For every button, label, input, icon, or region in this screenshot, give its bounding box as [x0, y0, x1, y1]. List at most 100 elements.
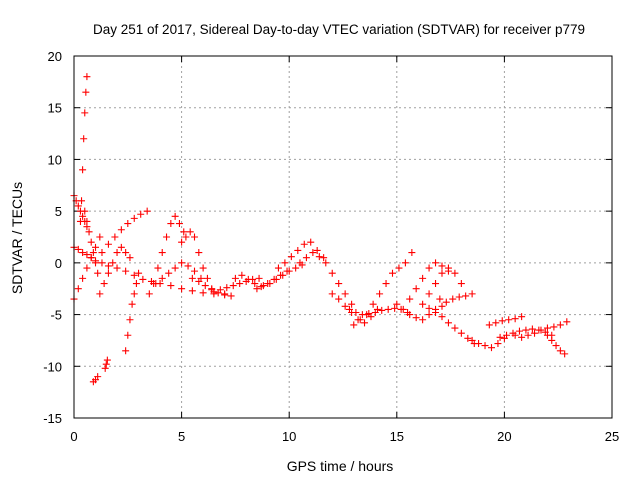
data-point [104, 240, 112, 248]
data-point [556, 321, 564, 329]
x-tick-labels: 0 5 10 15 20 25 [70, 429, 619, 444]
series-arc-31 [511, 318, 571, 341]
data-point [188, 274, 196, 282]
data-point [126, 316, 134, 324]
x-tick-label: 0 [70, 429, 77, 444]
data-point [371, 309, 379, 317]
data-point [425, 304, 433, 312]
data-point [259, 282, 267, 290]
data-point [154, 264, 162, 272]
series-arc-14 [188, 274, 235, 300]
data-point [356, 316, 364, 324]
data-point [444, 319, 452, 327]
series-arc-23 [393, 300, 446, 324]
data-point [438, 262, 446, 270]
series-arc-8 [96, 243, 134, 298]
data-point [87, 238, 95, 246]
data-point [408, 249, 416, 257]
data-point [455, 293, 463, 301]
data-point [425, 311, 433, 319]
data-point [492, 319, 500, 327]
data-point [548, 336, 556, 344]
data-point [515, 327, 523, 335]
data-point [171, 264, 179, 272]
series-arc-25 [425, 264, 465, 298]
data-point [81, 109, 89, 117]
data-point [556, 347, 564, 355]
data-point [449, 295, 457, 303]
data-point [199, 289, 207, 297]
data-point [210, 288, 218, 296]
series-arc-11 [145, 212, 188, 298]
data-point [406, 311, 414, 319]
data-point [376, 290, 384, 298]
data-point [550, 323, 558, 331]
x-tick-label: 20 [497, 429, 511, 444]
y-tick-labels: -15 -10 -5 0 5 10 15 20 [43, 49, 62, 426]
data-point [79, 274, 87, 282]
x-tick-label: 15 [390, 429, 404, 444]
data-point [335, 295, 343, 303]
data-point [328, 269, 336, 277]
data-point [122, 347, 130, 355]
data-point [223, 284, 231, 292]
data-point [255, 274, 263, 282]
data-point [511, 331, 519, 339]
data-point [80, 135, 88, 143]
data-point [496, 333, 504, 341]
data-point [82, 88, 90, 96]
data-point [341, 290, 349, 298]
data-point [279, 271, 287, 279]
data-point [503, 331, 511, 339]
series-arc-12 [178, 228, 216, 293]
data-point [363, 311, 371, 319]
series-arc-32 [543, 331, 569, 358]
data-point [216, 286, 224, 294]
data-point [341, 302, 349, 310]
y-tick-label: 0 [55, 256, 62, 271]
data-point [285, 267, 293, 275]
data-point [102, 360, 110, 368]
data-point [132, 280, 140, 288]
data-point [191, 267, 199, 275]
data-point [89, 249, 97, 257]
data-point [399, 305, 407, 313]
data-point [462, 292, 470, 300]
series-arc-29 [485, 313, 526, 329]
series-arc-9 [98, 207, 151, 257]
data-point [158, 249, 166, 257]
x-tick-label: 25 [605, 429, 619, 444]
data-point [79, 212, 87, 220]
data-point [74, 285, 82, 293]
y-tick-label: 5 [55, 204, 62, 219]
data-point [468, 290, 476, 298]
series-arc-10 [122, 269, 143, 355]
data-point [244, 275, 252, 283]
series-arc-3 [76, 73, 91, 225]
y-tick-label: -10 [43, 359, 62, 374]
data-point [300, 240, 308, 248]
data-point [143, 207, 151, 215]
data-point [281, 259, 289, 267]
data-point [122, 267, 130, 275]
data-point [92, 259, 100, 267]
data-point [117, 226, 125, 234]
data-point [236, 280, 244, 288]
data-point [145, 290, 153, 298]
data-point [124, 220, 132, 228]
data-point [419, 316, 427, 324]
data-point [419, 274, 427, 282]
data-point [113, 264, 121, 272]
data-point [79, 249, 87, 257]
data-point [137, 210, 145, 218]
data-point [178, 238, 186, 246]
data-point [438, 313, 446, 321]
data-point [182, 233, 190, 241]
data-point [388, 269, 396, 277]
data-point [266, 280, 274, 288]
data-point [231, 274, 239, 282]
series-arc-30 [496, 325, 556, 341]
data-point [191, 233, 199, 241]
data-point [406, 295, 414, 303]
